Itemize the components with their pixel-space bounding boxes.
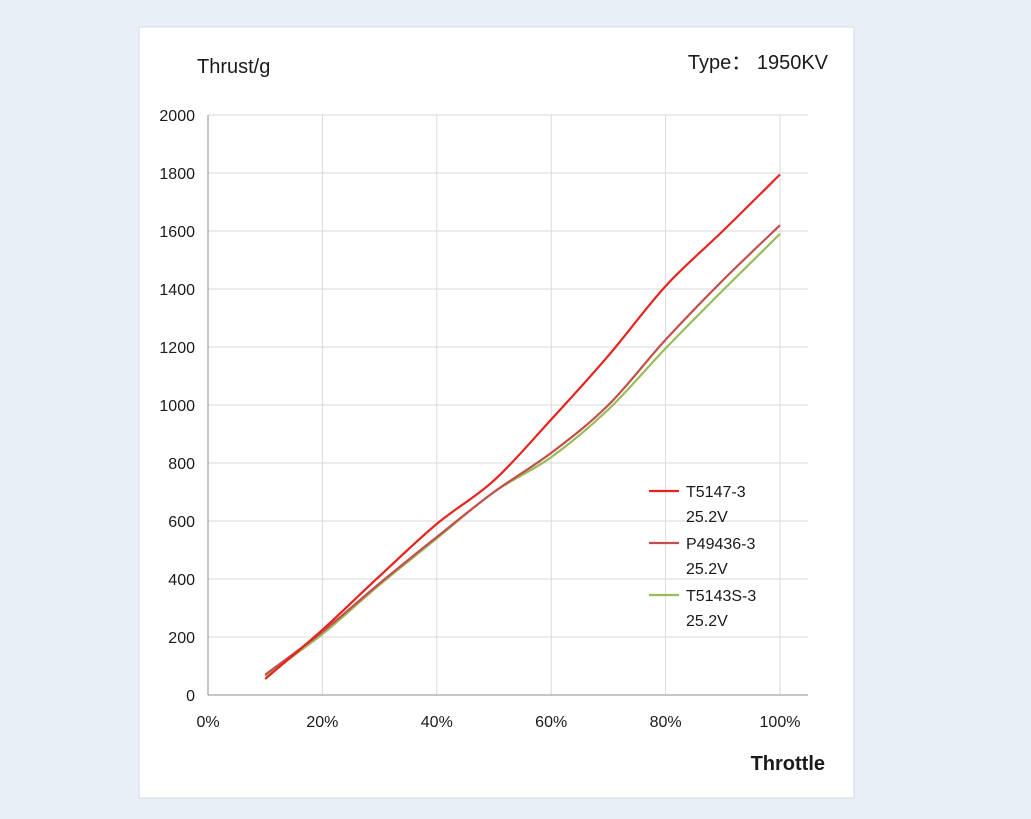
x-tick-label: 100% <box>760 714 801 731</box>
y-tick-label: 1600 <box>159 224 195 241</box>
y-tick-label: 1800 <box>159 166 195 183</box>
y-tick-label: 800 <box>168 456 195 473</box>
y-tick-label: 1400 <box>159 282 195 299</box>
x-axis-label: Throttle <box>751 753 825 775</box>
legend-label: 25.2V <box>686 561 728 578</box>
x-tick-label: 0% <box>196 714 219 731</box>
legend-label: 25.2V <box>686 509 728 526</box>
legend: T5147-3 25.2V P49436-3 25.2V T5143S-3 25.2V <box>649 484 756 630</box>
x-tick-label: 20% <box>306 714 338 731</box>
legend-label: T5147-3 <box>686 484 746 501</box>
y-tick-label: 1000 <box>159 398 195 415</box>
y-tick-label: 200 <box>168 630 195 647</box>
chart-panel <box>138 26 855 799</box>
x-tick-label: 80% <box>650 714 682 731</box>
y-tick-label: 400 <box>168 572 195 589</box>
legend-label: T5143S-3 <box>686 588 756 605</box>
legend-label: P49436-3 <box>686 536 755 553</box>
y-tick-label: 2000 <box>159 108 195 125</box>
series-line-2 <box>264 233 781 677</box>
grid <box>208 114 808 695</box>
series-line-0 <box>264 173 781 680</box>
y-tick-label: 1200 <box>159 340 195 357</box>
x-tick-label: 40% <box>421 714 453 731</box>
axes <box>207 115 808 696</box>
series-lines <box>264 173 781 680</box>
series-line-1 <box>264 224 781 676</box>
y-tick-label: 600 <box>168 514 195 531</box>
y-axis-label: Thrust/g <box>197 56 270 78</box>
x-tick-label: 60% <box>535 714 567 731</box>
tick-labels: 0 200 400 600 800 1000 1200 1400 1600 1800 2000 0% 2… <box>159 108 800 731</box>
y-tick-label: 0 <box>186 688 195 705</box>
legend-label: 25.2V <box>686 613 728 630</box>
chart-title: Type： 1950KV <box>688 52 829 74</box>
